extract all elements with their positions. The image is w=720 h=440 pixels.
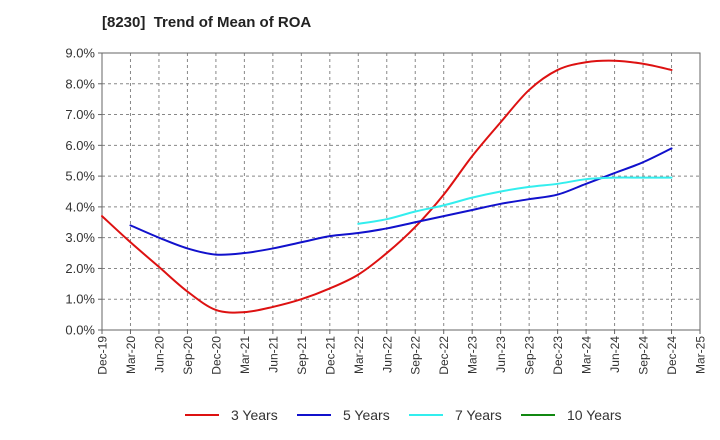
legend-item: 5 Years [297, 404, 390, 426]
x-tick-label: Dec-24 [665, 336, 679, 375]
series-line-5-years [129, 147, 673, 256]
y-tick-label: 6.0% [65, 138, 95, 153]
legend-item: 7 Years [409, 404, 502, 426]
series-line-3-years [101, 59, 673, 314]
x-tick-label: Sep-20 [181, 336, 195, 375]
chart-title: [8230] Trend of Mean of ROA [102, 14, 312, 31]
x-tick-label: Mar-20 [124, 336, 138, 374]
y-tick-label: 7.0% [65, 107, 95, 122]
x-tick-label: Jun-20 [152, 336, 166, 373]
x-tick-label: Jun-22 [380, 336, 394, 373]
x-tick-label: Sep-23 [523, 336, 537, 375]
plot-frame [101, 52, 701, 331]
legend-swatch [409, 414, 443, 416]
x-tick-label: Jun-21 [266, 336, 280, 373]
y-tick-label: 1.0% [65, 292, 95, 307]
legend-label: 5 Years [343, 407, 390, 423]
legend-item: 10 Years [521, 404, 622, 426]
x-tick-label: Dec-20 [209, 336, 223, 375]
y-tick-label: 5.0% [65, 169, 95, 184]
legend-label: 7 Years [455, 407, 502, 423]
chart-legend: 3 Years 5 Years 7 Years 10 Years [0, 404, 720, 426]
y-tick-label: 4.0% [65, 199, 95, 214]
y-tick-label: 8.0% [65, 76, 95, 91]
x-tick-label: Sep-24 [637, 336, 651, 375]
legend-label: 10 Years [567, 407, 622, 423]
legend-label: 3 Years [231, 407, 278, 423]
x-tick-label: Jun-23 [494, 336, 508, 373]
y-tick-label: 3.0% [65, 230, 95, 245]
legend-swatch [521, 414, 555, 416]
plot-area [102, 53, 700, 330]
x-tick-label: Sep-21 [295, 336, 309, 375]
x-tick-label: Dec-19 [96, 336, 110, 375]
x-tick-label: Jun-24 [608, 336, 622, 373]
x-tick-label: Mar-25 [694, 336, 708, 374]
legend-swatch [185, 414, 219, 416]
x-tick-label: Dec-21 [323, 336, 337, 375]
x-tick-label: Sep-22 [409, 336, 423, 375]
legend-item: 3 Years [185, 404, 278, 426]
series-line-7-years [357, 176, 673, 225]
x-tick-label: Dec-23 [551, 336, 565, 375]
x-tick-label: Mar-24 [580, 336, 594, 374]
x-tick-label: Dec-22 [437, 336, 451, 375]
legend-swatch [297, 414, 331, 416]
y-tick-label: 0.0% [65, 323, 95, 338]
y-tick-label: 9.0% [65, 46, 95, 61]
y-tick-label: 2.0% [65, 261, 95, 276]
x-tick-label: Mar-21 [238, 336, 252, 374]
x-tick-label: Mar-22 [352, 336, 366, 374]
x-tick-label: Mar-23 [466, 336, 480, 374]
